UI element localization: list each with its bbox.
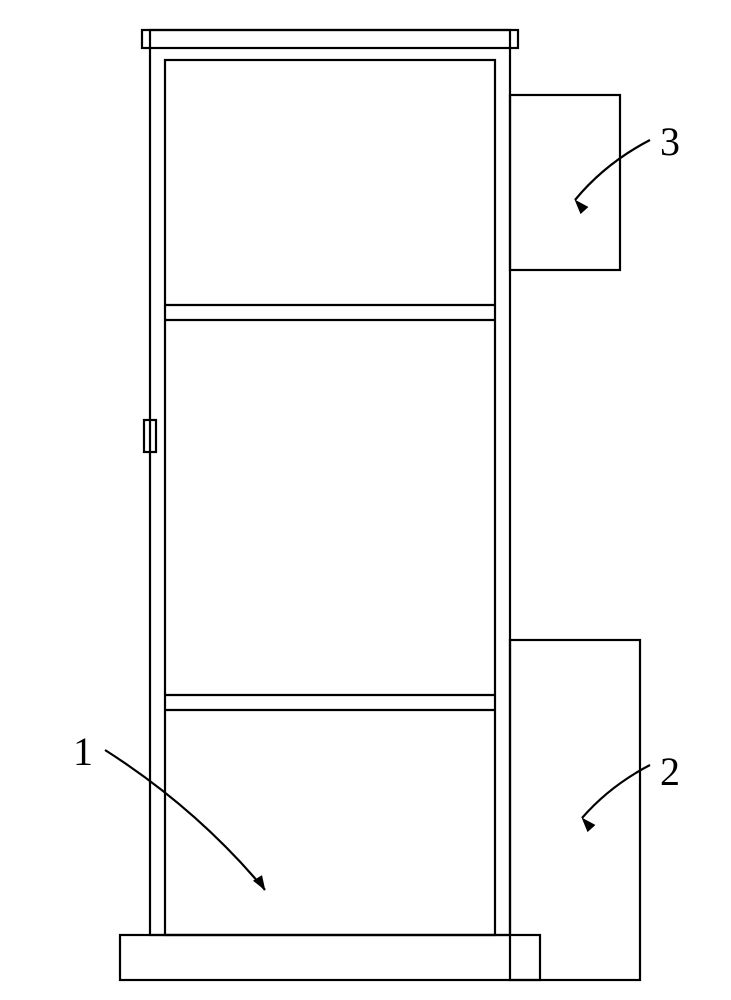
- side-box-bottom: [510, 640, 640, 980]
- callout-3-label: 3: [660, 119, 680, 164]
- callout-1-leader: [105, 750, 265, 890]
- callout-3-arrowhead: [575, 200, 588, 214]
- callout-2-arrowhead: [582, 818, 595, 832]
- side-box-top: [510, 95, 620, 270]
- cabinet-outer: [150, 30, 510, 935]
- callout-1-label: 1: [73, 729, 93, 774]
- cabinet-top-cap: [142, 30, 518, 48]
- base-plinth: [120, 935, 540, 980]
- engineering-diagram: 1 2 3: [0, 0, 731, 1000]
- callout-2-label: 2: [660, 749, 680, 794]
- cabinet-inner-panel: [165, 60, 495, 935]
- callout-3-leader: [575, 140, 650, 200]
